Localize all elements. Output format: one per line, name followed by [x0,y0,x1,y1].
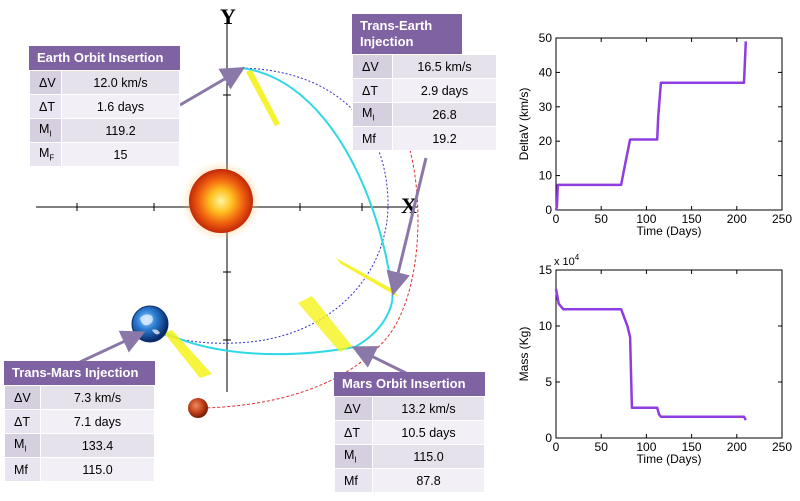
mass-multiplier-exp: 4 [575,253,580,262]
moi-mf-label: Mf [334,468,373,493]
eoi-dv-value: 12.0 km/s [61,70,180,95]
return-trajectory [241,67,393,291]
deltav-ytick-label: 30 [539,100,553,114]
mass-xtick-label: 0 [553,440,560,454]
deltav-ytick-label: 0 [545,203,552,217]
moi-dv-value: 13.2 km/s [372,396,485,421]
mass-ytick-label: 0 [545,431,552,445]
tmi-mi-label: MI [4,433,41,458]
tei-dv-label: ΔV [352,54,393,79]
mars-orbit-insertion-box: Mars Orbit Insertion ΔV 13.2 km/s ΔT 10.5 … [334,372,485,493]
tei-mi-label: MI [352,102,393,127]
tmi-dv-label: ΔV [4,385,41,410]
y-axis-label: Y [220,4,236,29]
eoi-mi-value: 119.2 [61,118,180,143]
callout-arrow-trans-earth-injection [386,157,428,296]
trans-earth-injection-box: Trans-Earth Injection ΔV 16.5 km/s ΔT 2.9 … [352,14,497,151]
earth-orbit-insertion-table: ΔV 12.0 km/s ΔT 1.6 days MI 119.2 MF 15 [29,70,180,167]
trans-earth-injection-title: Trans-Earth Injection [352,14,462,54]
mars [188,398,208,418]
mars-orbit-insertion-table: ΔV 13.2 km/s ΔT 10.5 days MI 115.0 Mf 87.8 [334,396,485,493]
burn-mars-orbit-insertion [298,296,352,352]
mass-multiplier: x 104 [554,253,580,268]
callout-arrow-mars-orbit-insertion [351,346,411,377]
mass-xtick-label: 100 [636,440,656,454]
mass-xtick-label: 250 [772,440,792,454]
deltav-xtick-label: 250 [772,212,792,226]
tmi-mf-label: Mf [4,457,41,482]
eoi-mi-label: MI [29,118,62,143]
trans-earth-injection-table: ΔV 16.5 km/s ΔT 2.9 days MI 26.8 Mf 19.2 [352,54,497,151]
deltav-xtick-label: 0 [553,212,560,226]
tei-mi-value: 26.8 [392,102,497,127]
mass-ytick-label: 5 [545,375,552,389]
moi-mf-value: 87.8 [372,468,485,493]
trans-mars-injection-table: ΔV 7.3 km/s ΔT 7.1 days MI 133.4 Mf 115.0 [4,385,155,482]
mass-ytick-label: 15 [539,263,553,277]
trans-mars-injection-box: Trans-Mars Injection ΔV 7.3 km/s ΔT 7.1 da… [4,361,155,482]
earth-orbit-insertion-box: Earth Orbit Insertion ΔV 12.0 km/s ΔT 1.6 … [29,46,180,167]
tmi-mi-value: 133.4 [40,433,155,458]
eoi-dt-value: 1.6 days [61,94,180,119]
deltav-xlabel: Time (Days) [637,224,702,238]
mars-orbit-insertion-title: Mars Orbit Insertion [334,372,485,396]
mass-xtick-label: 50 [595,440,609,454]
mass-plot-frame [555,269,783,439]
callout-arrow-trans-mars-injection [79,330,146,364]
tei-dt-label: ΔT [352,78,393,103]
deltav-ytick-label: 40 [539,65,553,79]
tmi-dt-value: 7.1 days [40,409,155,434]
moi-mi-label: MI [334,444,373,469]
burn-trans-earth-injection [336,258,398,297]
tmi-dv-value: 7.3 km/s [40,385,155,410]
mass-xtick-label: 200 [727,440,747,454]
eoi-dv-label: ΔV [29,70,62,95]
moi-dv-label: ΔV [334,396,373,421]
mass-ylabel: Mass (Kg) [517,327,531,382]
deltav-xtick-label: 150 [682,212,702,226]
moi-mi-value: 115.0 [372,444,485,469]
trans-mars-injection-title: Trans-Mars Injection [4,361,155,385]
eoi-mf-label: MF [29,142,62,167]
deltav-ylabel: DeltaV (km/s) [517,88,531,161]
earth-orbit [154,67,389,344]
mass-xtick-label: 150 [682,440,702,454]
deltav-ytick-label: 50 [539,31,553,45]
earth-orbit-insertion-title: Earth Orbit Insertion [29,46,180,70]
tmi-dt-label: ΔT [4,409,41,434]
mass-series-line [554,288,747,421]
callout-arrow-earth-orbit-insertion [179,66,246,107]
tei-mf-label: Mf [352,126,393,151]
deltav-chart: 0 50 100 150 200 250 0 10 20 30 40 50 Time (Days) Del… [517,31,792,238]
transfer-trajectory [159,289,394,356]
mass-chart: 0 50 100 150 200 250 0 5 10 15 Time (Days) Mass (Kg… [517,253,792,466]
deltav-xtick-label: 100 [636,212,656,226]
moi-dt-value: 10.5 days [372,420,485,445]
eoi-dt-label: ΔT [29,94,62,119]
tei-dv-value: 16.5 km/s [392,54,497,79]
moi-dt-label: ΔT [334,420,373,445]
deltav-xtick-label: 200 [727,212,747,226]
tei-mf-value: 19.2 [392,126,497,151]
deltav-xtick-label: 50 [595,212,609,226]
burn-trans-mars-injection [164,330,212,378]
burn-earth-orbit-insertion [246,70,280,126]
mars-orbit [204,149,419,409]
mass-xlabel: Time (Days) [637,452,702,466]
deltav-ytick-label: 20 [539,134,553,148]
deltav-ytick-label: 10 [539,169,553,183]
sun [189,169,253,233]
deltav-series-line [554,41,748,211]
eoi-mf-value: 15 [61,142,180,167]
tei-dt-value: 2.9 days [392,78,497,103]
mass-ytick-label: 10 [539,319,553,333]
tmi-mf-value: 115.0 [40,457,155,482]
